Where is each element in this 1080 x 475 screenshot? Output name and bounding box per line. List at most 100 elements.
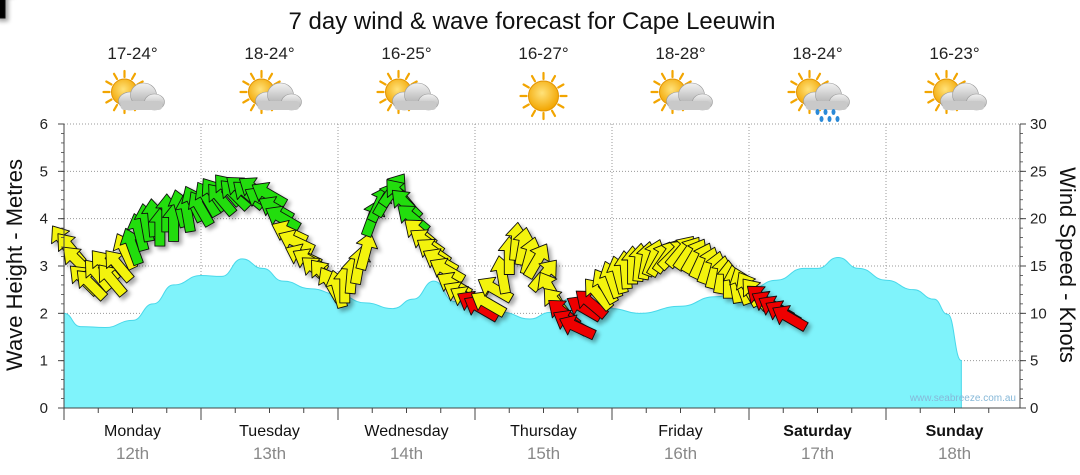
sun-rays <box>519 71 568 121</box>
left-axis-title: Wave Height - Metres <box>2 159 27 371</box>
cloud <box>118 82 165 111</box>
sun-ray <box>678 72 685 81</box>
right-tick-label: 25 <box>1030 163 1047 180</box>
sun-ray <box>797 103 804 112</box>
right-tick-label: 0 <box>1030 400 1038 417</box>
rain-drop <box>823 109 828 115</box>
sun-ray <box>927 80 935 86</box>
day-label: Monday <box>104 423 161 440</box>
date-label: 12th <box>116 444 149 463</box>
sun-ray <box>112 103 119 112</box>
wave-height-area <box>63 256 962 409</box>
sun-ray <box>267 72 274 81</box>
cloud <box>666 82 713 111</box>
sun-ray <box>522 83 530 89</box>
cloud-base <box>394 101 437 110</box>
sun-ray <box>653 98 661 104</box>
sun-ray <box>105 98 113 104</box>
cloud <box>392 82 439 111</box>
wind-arrow <box>0 0 6 19</box>
day-label: Wednesday <box>364 423 448 440</box>
temperature-range: 18-24° <box>792 44 842 63</box>
right-axis-title: Wind Speed - Knots <box>1055 167 1080 363</box>
sun-ray <box>797 72 804 81</box>
sun-ray <box>112 72 119 81</box>
left-tick-label: 4 <box>40 211 48 228</box>
sun-disc <box>528 80 559 112</box>
wind-arrow <box>522 243 550 280</box>
right-tick-label: 5 <box>1030 353 1038 370</box>
cloud-base <box>120 101 163 110</box>
sun-ray <box>557 83 565 89</box>
wave-area <box>63 256 962 409</box>
sun-ray <box>660 72 667 81</box>
left-tick-label: 5 <box>40 163 48 180</box>
temperature-range: 16-27° <box>518 44 568 63</box>
left-tick-label: 0 <box>40 400 48 417</box>
cloud <box>940 82 987 111</box>
sun-cloud-icon <box>650 69 713 115</box>
sun-ray <box>386 72 393 81</box>
cloud-base <box>668 101 711 110</box>
temperature-range: 16-25° <box>381 44 431 63</box>
sun-ray <box>550 74 557 83</box>
rain-drop <box>827 116 832 122</box>
date-label: 13th <box>253 444 286 463</box>
sun-ray <box>934 103 941 112</box>
daily-forecast-row: 17-24° 18-24° 16-25° 16-27° 18-28° 18-24° 16-2… <box>102 44 987 122</box>
wind-arrow <box>355 232 379 271</box>
sun-cloud-icon <box>924 69 987 115</box>
sun-ray <box>660 103 667 112</box>
sun-ray <box>790 80 798 86</box>
right-tick-label: 15 <box>1030 258 1047 275</box>
rain-drop <box>835 116 840 122</box>
day-label: Tuesday <box>239 423 300 440</box>
day-label: Saturday <box>783 423 852 440</box>
sun-ray <box>934 72 941 81</box>
sun-ray <box>249 103 256 112</box>
sun-ray <box>815 72 822 81</box>
sun-ray <box>522 103 530 109</box>
wind-arrow <box>470 290 508 318</box>
sun-ray <box>242 98 250 104</box>
rain-drop <box>815 109 820 115</box>
sun-ray <box>386 103 393 112</box>
date-label: 16th <box>664 444 697 463</box>
sun-icon <box>519 71 568 121</box>
cloud-base <box>257 101 300 110</box>
wind-arrow <box>772 305 809 332</box>
day-label: Sunday <box>926 423 984 440</box>
axes: 0 1 2 3 4 5 6 0 5 10 15 20 25 30 <box>40 116 1047 420</box>
sun-ray <box>653 80 661 86</box>
sun-ray <box>927 98 935 104</box>
sun-ray <box>249 72 256 81</box>
left-tick-label: 1 <box>40 353 48 370</box>
credit-text: www.seabreeze.com.au <box>909 393 1016 404</box>
date-label: 18th <box>938 444 971 463</box>
chart-title: 7 day wind & wave forecast for Cape Leeu… <box>289 8 776 35</box>
date-label: 15th <box>527 444 560 463</box>
cloud-base <box>805 101 848 110</box>
cloud-base <box>942 101 985 110</box>
sun-ray <box>530 74 537 83</box>
x-axis-days: Monday 12th Tuesday 13th Wednesday 14th Thursd… <box>104 423 983 463</box>
temperature-range: 18-24° <box>244 44 294 63</box>
sun-ray <box>404 72 411 81</box>
sun-ray <box>790 98 798 104</box>
sun-cloud-icon <box>239 69 302 115</box>
sun-cloud-icon <box>376 69 439 115</box>
sun-ray <box>952 72 959 81</box>
sun-ray <box>550 109 557 118</box>
left-tick-label: 2 <box>40 305 48 322</box>
date-label: 14th <box>390 444 423 463</box>
sun-cloud-icon <box>102 69 165 115</box>
rain-drop <box>819 116 824 122</box>
rain-drops <box>815 109 840 122</box>
sun-ray <box>530 109 537 118</box>
sun-ray <box>557 103 565 109</box>
sun-ray <box>105 80 113 86</box>
temperature-range: 18-28° <box>655 44 705 63</box>
sun-ray <box>242 80 250 86</box>
cloud <box>803 82 850 111</box>
